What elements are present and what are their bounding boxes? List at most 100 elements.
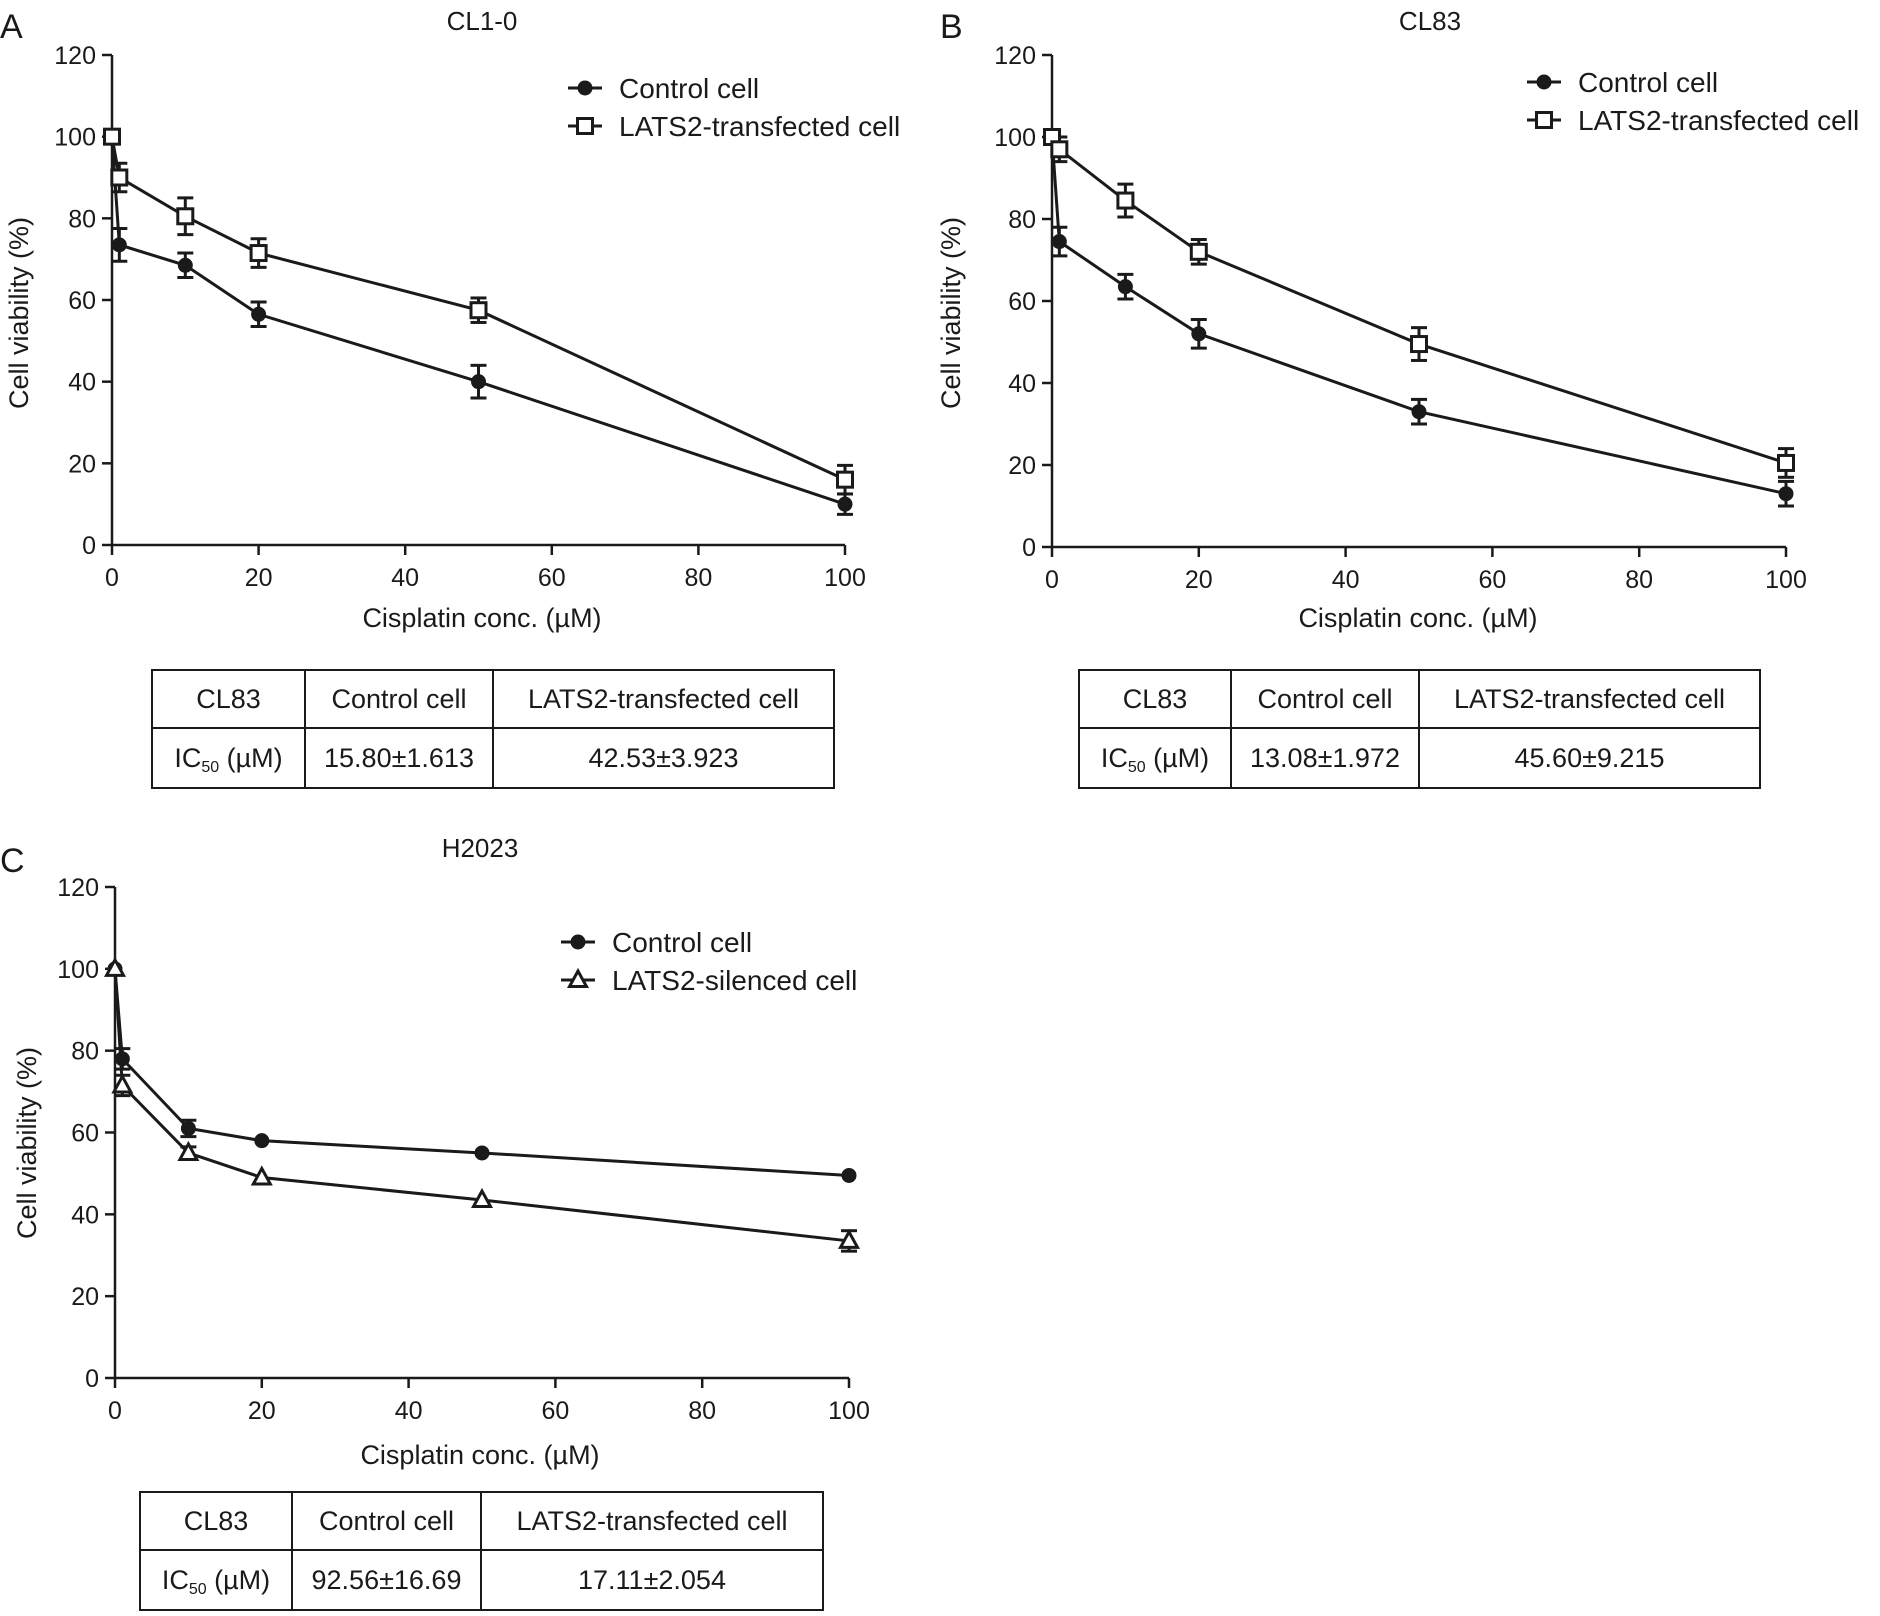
y-axis-label: Cell viability (%) bbox=[936, 217, 966, 409]
y-tick-label: 100 bbox=[57, 956, 99, 984]
x-tick-label: 100 bbox=[1765, 566, 1807, 594]
data-point bbox=[474, 1145, 490, 1161]
y-tick-label: 0 bbox=[82, 532, 96, 560]
data-point bbox=[1410, 335, 1428, 354]
x-axis-label: Cisplatin conc. (µM) bbox=[362, 603, 601, 633]
table-header-cell: CL83 bbox=[196, 684, 261, 714]
chart-title: CL1-0 bbox=[447, 6, 518, 36]
y-tick-label: 20 bbox=[1008, 452, 1036, 480]
row-label-main: IC bbox=[1101, 743, 1128, 773]
legend-label: Control cell bbox=[612, 927, 752, 958]
chart-panel-b: B CL83 0 20 40 60 80 100 120 0 20 40 60 80 100 Cisplati… bbox=[936, 6, 1859, 789]
row-label-unit: (µM) bbox=[207, 1565, 271, 1595]
table-header-cell: CL83 bbox=[184, 1506, 249, 1536]
data-point bbox=[251, 306, 267, 322]
y-tick-label: 120 bbox=[994, 42, 1036, 70]
y-tick-label: 80 bbox=[1008, 206, 1036, 234]
y-axis-label: Cell viability (%) bbox=[12, 1047, 42, 1239]
table-header-cell: LATS2-transfected cell bbox=[528, 684, 799, 714]
data-point bbox=[1191, 326, 1207, 342]
y-tick-label: 80 bbox=[68, 205, 96, 233]
x-axis-label: Cisplatin conc. (µM) bbox=[360, 1440, 599, 1470]
legend-label: LATS2-silenced cell bbox=[612, 965, 857, 996]
series-lats2-silenced-cell: LATS2-silenced cell bbox=[103, 956, 861, 1253]
row-label-main: IC bbox=[162, 1565, 189, 1595]
data-point bbox=[837, 496, 853, 512]
data-point bbox=[837, 1228, 861, 1249]
y-tick-label: 100 bbox=[54, 124, 96, 152]
table-header-cell: CL83 bbox=[1123, 684, 1188, 714]
series-line bbox=[110, 136, 846, 506]
data-point bbox=[111, 237, 127, 253]
legend-marker bbox=[1536, 74, 1552, 90]
row-label-subscript: 50 bbox=[201, 759, 219, 776]
x-tick-label: 60 bbox=[541, 1397, 569, 1425]
legend-label: Control cell bbox=[619, 73, 759, 104]
table-value-cell: 15.80±1.613 bbox=[324, 743, 474, 773]
series-lats2-transfected-cell: LATS2-transfected cell bbox=[1043, 105, 1859, 479]
table-header-cell: Control cell bbox=[331, 684, 466, 714]
data-point bbox=[103, 956, 127, 977]
x-tick-label: 80 bbox=[684, 564, 712, 592]
table-header-cell: LATS2-transfected cell bbox=[516, 1506, 787, 1536]
table-value-cell: 13.08±1.972 bbox=[1250, 743, 1400, 773]
data-point bbox=[180, 1120, 196, 1136]
x-tick-label: 80 bbox=[688, 1397, 716, 1425]
y-tick-label: 60 bbox=[1008, 288, 1036, 316]
table-header-cell: LATS2-transfected cell bbox=[1454, 684, 1725, 714]
panel-letter: A bbox=[0, 8, 23, 46]
y-tick-label: 120 bbox=[54, 42, 96, 70]
data-point bbox=[1777, 453, 1795, 472]
x-tick-label: 100 bbox=[828, 1397, 870, 1425]
row-label-unit: (µM) bbox=[1146, 743, 1210, 773]
y-tick-label: 40 bbox=[71, 1201, 99, 1229]
x-tick-label: 80 bbox=[1625, 566, 1653, 594]
x-tick-label: 20 bbox=[245, 564, 273, 592]
table-row-label: IC50 (µM) bbox=[162, 1565, 270, 1598]
y-tick-label: 0 bbox=[85, 1365, 99, 1393]
series-lats2-transfected-cell: LATS2-transfected cell bbox=[103, 111, 900, 496]
data-point bbox=[1116, 191, 1135, 210]
legend-marker bbox=[1535, 111, 1553, 129]
row-label-unit: (µM) bbox=[219, 743, 283, 773]
y-tick-label: 20 bbox=[71, 1283, 99, 1311]
data-point bbox=[176, 207, 195, 226]
legend-marker bbox=[570, 934, 586, 950]
x-tick-label: 40 bbox=[1332, 566, 1360, 594]
x-axis-label: Cisplatin conc. (µM) bbox=[1298, 603, 1537, 633]
data-point bbox=[1778, 486, 1794, 502]
series-line bbox=[113, 968, 850, 1243]
y-tick-label: 0 bbox=[1022, 534, 1036, 562]
y-tick-label: 60 bbox=[68, 287, 96, 315]
y-tick-label: 80 bbox=[71, 1038, 99, 1066]
legend-marker bbox=[566, 967, 590, 988]
table-value-cell: 45.60±9.215 bbox=[1515, 743, 1665, 773]
legend-marker bbox=[576, 117, 594, 135]
panel-letter: C bbox=[0, 842, 25, 880]
table-header-cell: Control cell bbox=[1257, 684, 1392, 714]
row-label-main: IC bbox=[174, 743, 201, 773]
y-tick-label: 40 bbox=[1008, 370, 1036, 398]
x-tick-label: 20 bbox=[1185, 566, 1213, 594]
row-label-subscript: 50 bbox=[189, 1581, 207, 1598]
data-point bbox=[177, 257, 193, 273]
y-tick-label: 20 bbox=[68, 450, 96, 478]
data-point bbox=[1411, 404, 1427, 420]
chart-panel-a: A CL1-0 0 20 40 60 80 100 120 0 20 40 60 80 100 Cisplat… bbox=[0, 6, 900, 789]
x-tick-label: 0 bbox=[1045, 566, 1059, 594]
data-point bbox=[470, 1187, 494, 1209]
table-row-label: IC50 (µM) bbox=[174, 743, 282, 776]
data-point bbox=[254, 1133, 270, 1149]
legend-label: Control cell bbox=[1578, 67, 1718, 98]
chart-title: H2023 bbox=[442, 833, 519, 863]
x-tick-label: 0 bbox=[105, 564, 119, 592]
ic50-table: CL83 Control cell LATS2-transfected cell IC… bbox=[1078, 669, 1761, 789]
table-row-label: IC50 (µM) bbox=[1101, 743, 1209, 776]
x-tick-label: 40 bbox=[395, 1397, 423, 1425]
legend-label: LATS2-transfected cell bbox=[1578, 105, 1859, 136]
y-tick-label: 120 bbox=[57, 874, 99, 902]
series-line bbox=[113, 968, 850, 1177]
table-value-cell: 42.53±3.923 bbox=[589, 743, 739, 773]
table-header-cell: Control cell bbox=[319, 1506, 454, 1536]
